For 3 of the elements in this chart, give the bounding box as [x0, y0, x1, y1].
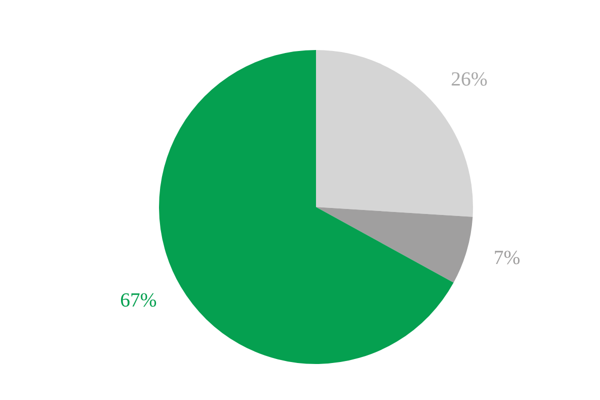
data-label: 67% — [120, 289, 157, 312]
data-label: 7% — [494, 246, 520, 269]
data-label: 26% — [450, 68, 488, 91]
